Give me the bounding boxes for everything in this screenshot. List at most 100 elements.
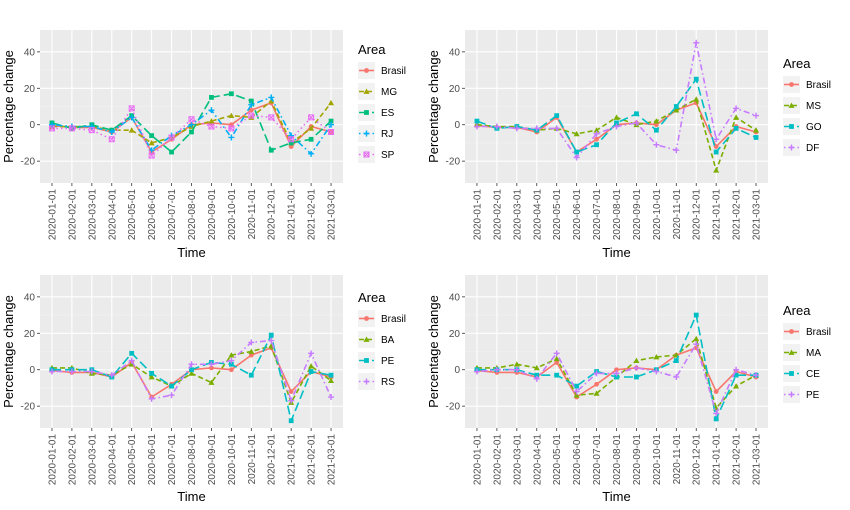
x-tick-label: 2020-01-01 [472,189,483,241]
data-point-es [248,98,254,104]
y-axis-title: Percentage change [1,50,16,163]
data-point-sp [48,125,55,132]
data-point-ma [593,390,600,396]
data-point-rj [128,114,135,121]
data-point-go [713,149,719,155]
data-point-es [169,149,174,155]
x-tick-label: 2020-05-01 [127,434,138,486]
legend-label-pe: PE [381,356,395,367]
data-point-rs [208,361,215,368]
x-tick-label: 2020-07-01 [592,189,603,241]
data-point-pe [228,361,234,367]
x-tick-label: 2020-11-01 [247,434,258,485]
data-point-pe [308,369,314,374]
data-point-pe [673,374,680,380]
legend-key-marker [788,102,795,108]
data-point-ba [188,370,195,376]
data-point-ce [713,416,719,422]
legend-label-sp: SP [381,150,395,161]
legend-key-marker [364,68,369,73]
legend-key-marker [788,144,795,151]
legend-key-marker [789,329,794,334]
x-tick-label: 2020-01-01 [47,189,58,241]
x-tick-label: 2020-04-01 [532,434,543,486]
x-tick-label: 2020-06-01 [572,434,583,486]
x-tick-label: 2020-01-01 [472,434,483,486]
data-point-rs [148,395,155,402]
x-tick-label: 2020-03-01 [512,189,523,241]
data-point-go [634,111,639,117]
data-point-brasil [288,144,294,149]
data-point-df [733,105,740,112]
data-point-mg [208,118,215,124]
data-point-ms [673,107,680,113]
legend-key-marker [363,378,370,385]
data-point-rs [328,394,335,401]
y-tick-label: 20 [24,329,36,340]
data-point-df [533,125,540,132]
data-point-df [633,119,640,126]
data-point-rs [308,350,315,357]
y-tick-label: -20 [21,402,36,413]
x-tick-label: 2020-02-01 [492,189,503,241]
legend-title: Area [783,56,811,71]
data-point-es [268,147,274,153]
data-point-ms [713,167,720,173]
x-tick-label: 2020-09-01 [207,434,218,486]
y-axis-title: Percentage change [426,295,441,408]
legend-title: Area [358,290,386,305]
data-point-ba [248,348,255,354]
y-axis-title: Percentage change [426,50,441,163]
legend-key-marker [363,151,370,158]
x-tick-label: 2020-08-01 [612,189,623,241]
data-point-rj [48,121,55,128]
data-point-ce [733,372,739,378]
data-point-go [733,125,739,131]
data-point-brasil [554,360,560,365]
x-tick-label: 2020-02-01 [492,434,503,486]
data-point-df [653,141,660,148]
data-point-rs [228,357,235,364]
x-tick-label: 2020-11-01 [672,434,683,485]
data-point-rs [248,339,255,346]
legend-label-ce: CE [806,369,820,380]
data-point-df [753,112,760,119]
data-point-es [228,91,234,97]
y-tick-label: -20 [446,157,461,168]
data-point-ms [653,118,660,124]
legend-key-marker [789,124,794,129]
data-point-rj [88,123,95,130]
data-point-pe [129,350,135,356]
legend-key-marker [363,130,370,137]
x-tick-label: 2020-10-01 [652,434,663,486]
x-axis-title: Time [602,245,630,260]
data-point-pe [248,372,254,378]
data-point-sp [328,129,335,135]
data-point-ce [574,383,580,389]
y-tick-label: 20 [449,329,461,340]
data-point-rj [308,150,315,157]
x-tick-label: 2020-09-01 [207,189,218,241]
data-point-sp [248,112,255,119]
data-point-pe [593,370,600,377]
x-tick-label: 2021-01-01 [712,434,723,486]
data-point-es [189,129,194,135]
data-point-pe [733,366,740,373]
data-point-pe [693,341,700,348]
legend-label-brasil: Brasil [806,80,831,91]
legend-label-ms: MS [806,101,821,112]
y-tick-label: -20 [21,157,36,168]
y-tick-label: -20 [446,402,461,413]
series-line-es [51,93,332,153]
legend: Area Brasil MG ES RJ SP [358,42,406,163]
data-point-ce [693,312,699,318]
data-point-pe [189,367,194,373]
x-tick-label: 2020-05-01 [552,434,563,486]
data-point-df [493,123,500,130]
x-tick-label: 2021-02-01 [732,434,743,486]
x-tick-label: 2020-03-01 [87,434,98,486]
x-tick-label: 2020-07-01 [167,434,178,486]
data-point-mg [148,139,155,146]
data-point-ba [128,361,135,367]
data-point-rj [228,134,235,141]
